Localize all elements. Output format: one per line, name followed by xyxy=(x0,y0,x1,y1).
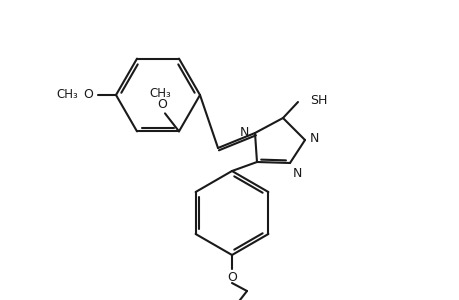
Text: O: O xyxy=(157,98,167,111)
Text: N: N xyxy=(309,131,319,145)
Text: CH₃: CH₃ xyxy=(56,88,78,100)
Text: N: N xyxy=(239,125,248,139)
Text: N: N xyxy=(292,167,302,180)
Text: SH: SH xyxy=(309,94,327,106)
Text: O: O xyxy=(227,272,236,284)
Text: CH₃: CH₃ xyxy=(149,87,170,100)
Text: O: O xyxy=(83,88,93,100)
